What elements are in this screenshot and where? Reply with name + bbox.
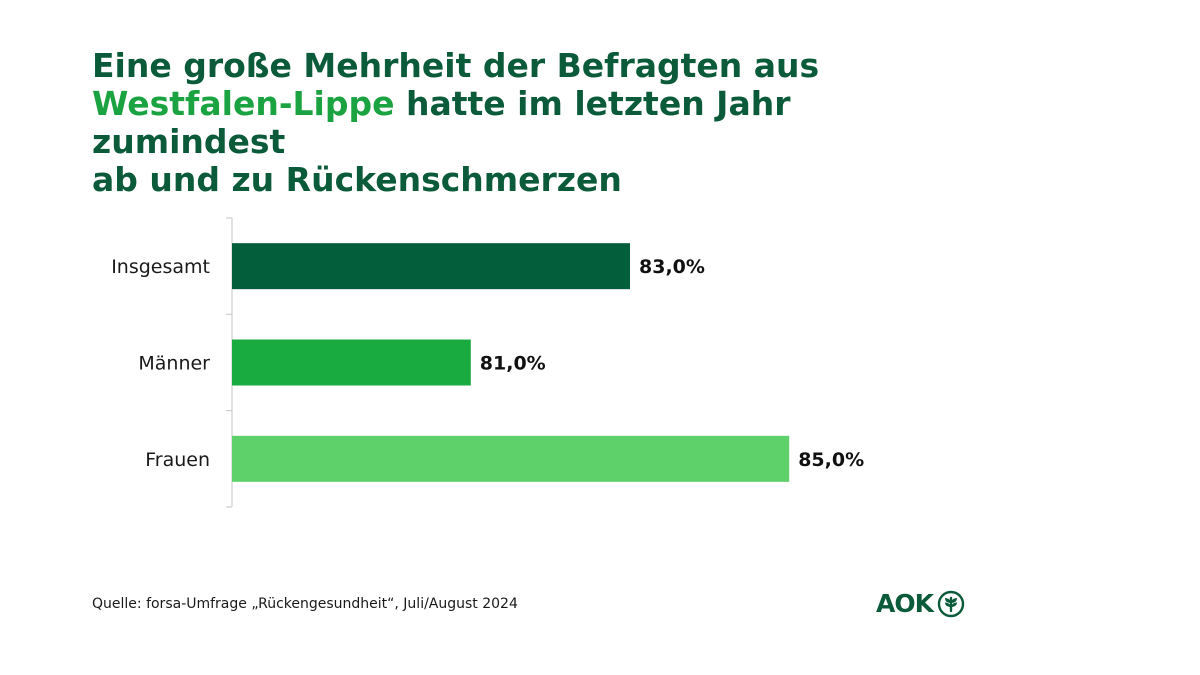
value-label: 85,0% bbox=[798, 449, 864, 471]
title-line-1: Eine große Mehrheit der Befragten aus bbox=[92, 46, 820, 85]
chart-title: Eine große Mehrheit der Befragten aus We… bbox=[92, 47, 992, 199]
logo-text: AOK bbox=[876, 589, 934, 618]
aok-tree-icon bbox=[937, 590, 965, 618]
aok-logo: AOK bbox=[876, 589, 965, 619]
bar-insgesamt bbox=[232, 243, 630, 290]
bar-männer bbox=[232, 339, 471, 386]
value-label: 83,0% bbox=[639, 256, 705, 278]
bar-frauen bbox=[232, 435, 790, 482]
title-highlight: Westfalen-Lippe bbox=[92, 84, 395, 123]
category-label: Frauen bbox=[145, 449, 210, 471]
title-line-2: hatte im letzten Jahr zumindest bbox=[92, 84, 791, 161]
category-label: Insgesamt bbox=[111, 256, 210, 278]
value-label: 81,0% bbox=[480, 353, 546, 375]
source-note: Quelle: forsa-Umfrage „Rückengesundheit“… bbox=[92, 596, 518, 612]
category-label: Männer bbox=[138, 353, 210, 375]
title-line-3: ab und zu Rückenschmerzen bbox=[92, 160, 622, 199]
